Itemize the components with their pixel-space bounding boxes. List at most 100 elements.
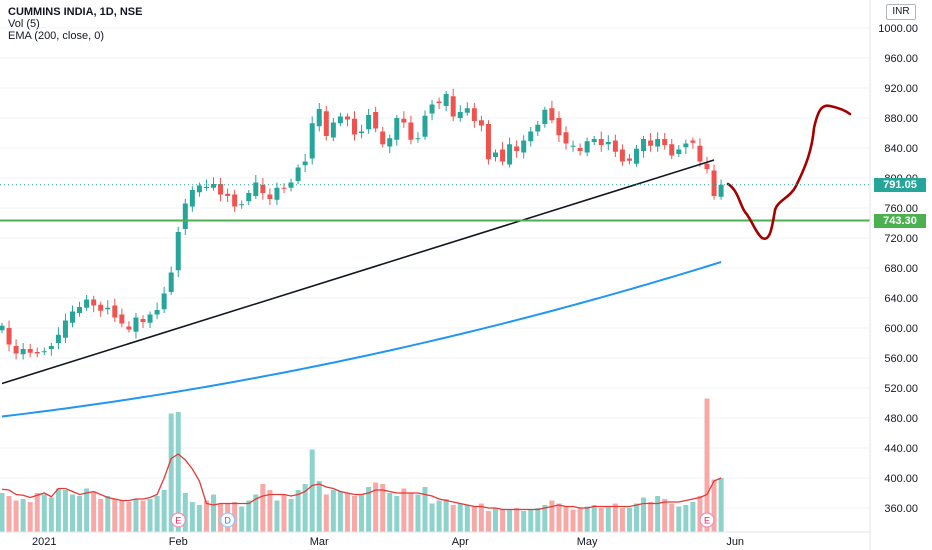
candle-body (408, 122, 414, 140)
candle-body (471, 108, 477, 121)
volume-bar (655, 496, 661, 532)
volume-bar (359, 494, 365, 532)
volume-bar (478, 503, 484, 532)
candle-body (542, 109, 548, 124)
candle-body (584, 141, 590, 153)
ema-path (1, 261, 722, 418)
candle-body (422, 115, 428, 137)
candle-body (528, 131, 534, 142)
price-axis-background[interactable] (870, 0, 932, 550)
candle-body (648, 140, 654, 146)
price-tick-label: 840.00 (884, 143, 918, 155)
volume-bar (591, 505, 597, 532)
candle-body (323, 111, 329, 136)
volume-bar (344, 493, 350, 532)
price-tick-label: 920.00 (884, 83, 918, 95)
candle-body (478, 120, 484, 126)
candle-body (655, 139, 661, 147)
event-marker (699, 512, 715, 528)
candle-body (6, 328, 12, 345)
candle-body (232, 194, 238, 207)
candle-body (0, 325, 5, 331)
candle-body (429, 104, 435, 114)
drawings[interactable] (0, 104, 870, 385)
volume-bar (408, 493, 414, 532)
volume-bar (211, 494, 216, 532)
volume-bar (394, 496, 400, 532)
currency-badge[interactable]: INR (886, 4, 916, 20)
candle-body (612, 140, 618, 152)
candle-body (302, 161, 308, 166)
candle-body (253, 182, 259, 196)
candle-body (218, 184, 224, 195)
candle-body (662, 139, 668, 145)
candle-body (281, 187, 287, 189)
candle-body (133, 317, 139, 332)
volume-bar (232, 502, 238, 532)
volume-bar (380, 484, 386, 532)
legend-symbol[interactable]: CUMMINS INDIA, 1D, NSE (8, 6, 143, 18)
candle-body (619, 149, 625, 162)
candle-body (676, 149, 682, 154)
candle-body (288, 182, 294, 188)
candle-body (147, 314, 153, 323)
time-tick-label: 2021 (32, 536, 56, 548)
price-tick-label: 680.00 (884, 263, 918, 275)
legend-ema[interactable]: EMA (200, close, 0) (8, 30, 104, 42)
volume-bar (20, 499, 26, 532)
volume-bar (91, 491, 97, 532)
volume-bar (584, 506, 590, 532)
volume-bar (323, 494, 329, 532)
candle-body (697, 145, 703, 162)
candle-body (669, 144, 675, 156)
volume-bar (98, 499, 104, 532)
candle-body (62, 320, 68, 338)
volume-bar (648, 502, 654, 532)
volume-bar (401, 488, 407, 532)
volume-bar (563, 506, 569, 532)
volume-bar (634, 503, 639, 532)
candle-body (27, 349, 33, 353)
candle-body (718, 184, 724, 197)
candle-body (556, 118, 562, 136)
volume-bar (182, 493, 188, 532)
candle-body (112, 305, 118, 318)
volume-bar (577, 508, 583, 532)
candle-body (605, 142, 611, 145)
volume-bar (133, 499, 139, 532)
candle-body (267, 194, 273, 199)
volume-bar (422, 487, 428, 532)
volume-bar (612, 503, 618, 532)
candle-body (387, 138, 393, 147)
volume-bar (126, 502, 132, 532)
candlesticks[interactable] (0, 88, 724, 360)
volume-bar (27, 502, 33, 532)
candle-body (168, 272, 174, 292)
volume-bar (34, 493, 40, 532)
candle-body (98, 304, 104, 311)
candle-body (175, 232, 181, 271)
volume-bar (507, 509, 513, 532)
volume-bar (471, 506, 477, 532)
candle-body (380, 131, 386, 145)
volume-bar (316, 481, 322, 532)
volume-bar (84, 488, 90, 532)
time-axis[interactable]: 2021 Feb Mar Apr May Jun (0, 531, 870, 548)
volume-ma-path (1, 453, 722, 511)
price-tick-label: 640.00 (884, 293, 918, 305)
event-marker (170, 512, 186, 528)
event-marker-label: E (704, 516, 710, 526)
volume-bar (704, 398, 710, 532)
candle-body (105, 307, 111, 310)
volume-bar (337, 491, 343, 532)
volume-bar (288, 499, 294, 532)
volume-bar (598, 508, 604, 532)
candle-body (366, 115, 372, 130)
price-tick-label: 560.00 (884, 353, 918, 365)
candle-body (344, 116, 350, 120)
candle-body (457, 112, 463, 118)
volume-bar (626, 508, 632, 532)
legend-volume[interactable]: Vol (5) (8, 18, 40, 30)
